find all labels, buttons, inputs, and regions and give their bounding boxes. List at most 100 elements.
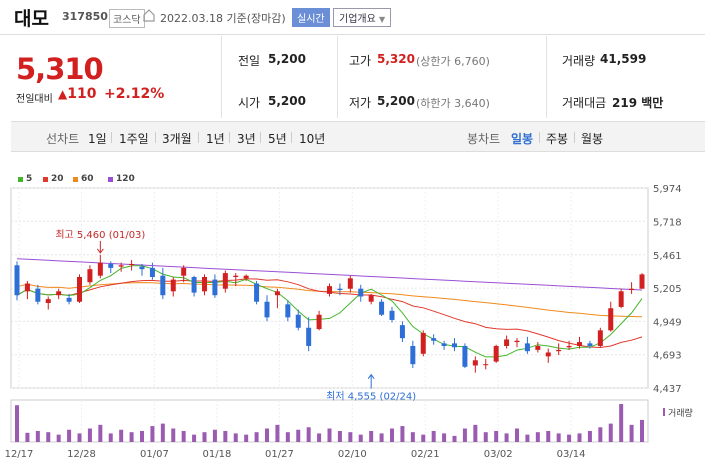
candle-body bbox=[431, 338, 437, 341]
candle-body bbox=[316, 314, 322, 330]
candle-body bbox=[379, 301, 385, 315]
volume-bar bbox=[515, 428, 519, 442]
period-1w[interactable]: 1주일 bbox=[119, 132, 149, 146]
candle-body bbox=[618, 291, 624, 307]
volume-bar bbox=[317, 433, 322, 442]
home-icon[interactable] bbox=[143, 9, 155, 22]
volume-bar bbox=[431, 430, 436, 442]
candle-body bbox=[202, 277, 207, 292]
volume-label: 거래량 bbox=[668, 407, 693, 419]
period-3m[interactable]: 3개월 bbox=[162, 132, 192, 146]
candle-body bbox=[87, 269, 93, 283]
volume-bar bbox=[546, 430, 551, 442]
volume-bar bbox=[358, 434, 363, 442]
y-tick-label: 4,437 bbox=[653, 384, 682, 395]
legend-swatch-20 bbox=[43, 177, 48, 182]
company-info-button[interactable]: 기업개요 ▼ bbox=[333, 8, 392, 27]
y-tick-label: 5,718 bbox=[653, 217, 682, 228]
x-tick-label: 03/02 bbox=[484, 449, 513, 460]
y-tick-label: 5,461 bbox=[653, 251, 682, 262]
volume-bar bbox=[254, 432, 259, 442]
prev-close-label: 전일 bbox=[238, 54, 261, 68]
volume-legend-swatch bbox=[663, 408, 665, 416]
period-5y[interactable]: 5년 bbox=[268, 132, 287, 146]
separator bbox=[111, 132, 112, 143]
base-date: 2022.03.18 기준(장마감) bbox=[160, 12, 286, 25]
volume-bar bbox=[171, 428, 176, 442]
volume-bar bbox=[202, 432, 207, 442]
stock-header: 대모 317850 코스닥 2022.03.18 기준(장마감) 실시간 기업개… bbox=[0, 0, 705, 35]
volume-bar bbox=[483, 432, 488, 442]
separator bbox=[539, 132, 540, 143]
candle-body bbox=[160, 275, 166, 296]
candle-body bbox=[410, 345, 416, 365]
volume-bar bbox=[98, 424, 103, 442]
candle-body bbox=[597, 330, 603, 346]
candle-body bbox=[358, 288, 364, 297]
volume-bar bbox=[223, 430, 228, 442]
candle-body bbox=[285, 304, 291, 318]
volume-bar bbox=[181, 430, 186, 442]
high-annotation: 최고 5,460 (01/03) bbox=[55, 229, 145, 241]
change-label: 전일대비 bbox=[16, 94, 53, 105]
stock-name: 대모 bbox=[14, 8, 49, 30]
candle-body bbox=[493, 345, 499, 362]
candle-body bbox=[139, 266, 145, 270]
separator bbox=[198, 132, 199, 143]
candle-body bbox=[629, 288, 635, 291]
market-badge: 코스닥 bbox=[109, 9, 145, 28]
legend-120: 120 bbox=[116, 174, 135, 184]
candle-monthly[interactable]: 월봉 bbox=[581, 132, 604, 146]
x-tick-label: 01/27 bbox=[265, 449, 294, 460]
realtime-button[interactable]: 실시간 bbox=[292, 8, 330, 27]
high-arrow-head bbox=[96, 248, 104, 254]
legend-20: 20 bbox=[51, 174, 64, 184]
candle-body bbox=[545, 352, 551, 357]
candle-body bbox=[222, 273, 228, 289]
candle-body bbox=[233, 275, 239, 278]
candle-body bbox=[295, 314, 301, 328]
low-label: 저가 bbox=[349, 96, 372, 110]
x-tick-label: 01/07 bbox=[140, 449, 169, 460]
high-label: 고가 bbox=[349, 54, 372, 68]
x-tick-label: 02/10 bbox=[338, 449, 367, 460]
separator bbox=[574, 132, 575, 143]
volume-bar bbox=[25, 432, 30, 442]
candle-body bbox=[462, 345, 468, 367]
price-chart[interactable]: 5,974 5,718 5,461 5,205 4,949 4,693 4,437 12/17… bbox=[0, 180, 705, 471]
volume-bar bbox=[369, 430, 374, 442]
candle-body bbox=[420, 332, 426, 354]
period-3y[interactable]: 3년 bbox=[237, 132, 256, 146]
candle-body bbox=[441, 343, 447, 346]
candle-chart-label: 봉차트 bbox=[467, 132, 501, 146]
x-tick-label: 12/28 bbox=[67, 449, 96, 460]
low-annotation: 최저 4,555 (02/24) bbox=[326, 391, 416, 403]
y-tick-label: 4,693 bbox=[653, 351, 682, 362]
candle-body bbox=[170, 279, 176, 292]
volume-bar bbox=[504, 433, 509, 442]
prev-close-value: 5,200 bbox=[268, 52, 306, 66]
volume-bar bbox=[640, 419, 644, 442]
volume-bar bbox=[608, 423, 613, 442]
volume-bar bbox=[421, 434, 426, 442]
candle-body bbox=[35, 288, 41, 302]
volume-bar bbox=[535, 432, 540, 442]
candle-body bbox=[472, 360, 478, 366]
period-10y[interactable]: 10년 bbox=[299, 132, 326, 146]
volume-bar bbox=[348, 432, 353, 442]
candle-weekly[interactable]: 주봉 bbox=[546, 132, 569, 146]
low-value: 5,200 bbox=[377, 94, 415, 108]
low-arrow-head bbox=[367, 373, 375, 379]
candle-daily[interactable]: 일봉 bbox=[511, 132, 534, 146]
period-1d[interactable]: 1일 bbox=[88, 132, 107, 146]
divider bbox=[221, 36, 222, 118]
volume-bar bbox=[400, 426, 405, 442]
candle-body bbox=[24, 283, 30, 292]
ma5-line bbox=[16, 265, 643, 358]
volume-bar bbox=[244, 434, 249, 442]
volume-bar bbox=[462, 428, 467, 442]
period-1y[interactable]: 1년 bbox=[206, 132, 225, 146]
volume-bar bbox=[390, 428, 394, 442]
volume-bar bbox=[306, 427, 311, 442]
volume-bar bbox=[275, 424, 280, 442]
